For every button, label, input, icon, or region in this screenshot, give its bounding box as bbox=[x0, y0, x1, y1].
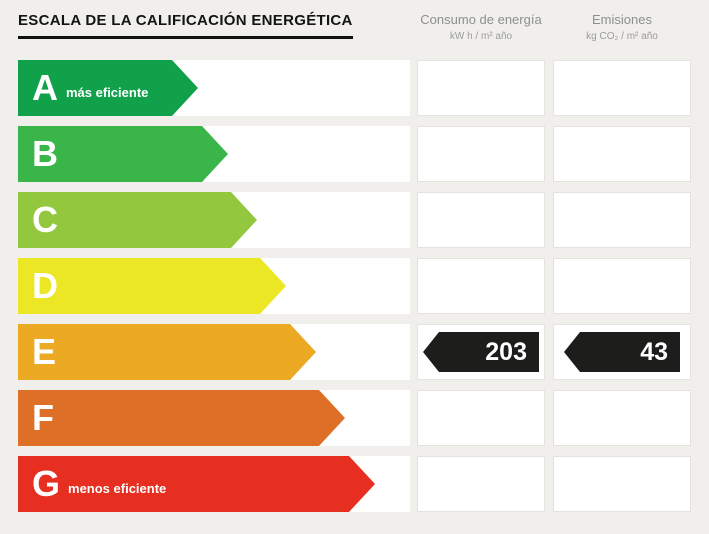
consumo-cell-d bbox=[417, 258, 545, 314]
rating-letter-c: C bbox=[32, 199, 58, 240]
rating-row-e: E 203 43 bbox=[18, 324, 691, 380]
consumo-column-header: Consumo de energía kW h / m² año bbox=[397, 12, 565, 42]
emisiones-label: Emisiones bbox=[592, 12, 652, 27]
rating-row-d: D bbox=[18, 258, 691, 314]
emisiones-cell-e: 43 bbox=[553, 324, 691, 380]
consumo-cell-g bbox=[417, 456, 545, 512]
rating-bar-c: C bbox=[18, 192, 257, 248]
rating-strip-b: B bbox=[18, 126, 410, 182]
rating-bar-b: B bbox=[18, 126, 228, 182]
consumo-cell-e: 203 bbox=[417, 324, 545, 380]
emisiones-unit: kg CO₂ / m² año bbox=[586, 31, 658, 42]
rating-strip-g: G menos eficiente bbox=[18, 456, 410, 512]
consumo-value-badge: 203 bbox=[423, 332, 539, 372]
emisiones-cell-d bbox=[553, 258, 691, 314]
rating-letter-d: D bbox=[32, 265, 58, 306]
consumo-value: 203 bbox=[485, 337, 527, 366]
emisiones-cell-b bbox=[553, 126, 691, 182]
rating-letter-f: F bbox=[32, 397, 54, 438]
emisiones-value: 43 bbox=[640, 337, 668, 366]
rating-bar-d: D bbox=[18, 258, 286, 314]
rating-letter-b: B bbox=[32, 133, 58, 174]
consumo-unit: kW h / m² año bbox=[449, 31, 513, 42]
consumo-cell-a bbox=[417, 60, 545, 116]
consumo-cell-f bbox=[417, 390, 545, 446]
emisiones-cell-a bbox=[553, 60, 691, 116]
rating-letter-a: A bbox=[32, 67, 58, 108]
rating-strip-a: A más eficiente bbox=[18, 60, 410, 116]
rating-scale: A más eficiente B C D bbox=[18, 60, 691, 522]
rating-letter-e: E bbox=[32, 331, 57, 372]
rating-note-a: más eficiente bbox=[66, 84, 149, 100]
rating-strip-d: D bbox=[18, 258, 410, 314]
emisiones-column-header: Emisiones kg CO₂ / m² año bbox=[553, 12, 691, 42]
rating-bar-e: E bbox=[18, 324, 316, 380]
emisiones-cell-g bbox=[553, 456, 691, 512]
rating-strip-c: C bbox=[18, 192, 410, 248]
rating-note-g: menos eficiente bbox=[68, 480, 167, 496]
rating-bar-g: G menos eficiente bbox=[18, 456, 375, 512]
consumo-cell-c bbox=[417, 192, 545, 248]
rating-row-g: G menos eficiente bbox=[18, 456, 691, 512]
rating-strip-e: E bbox=[18, 324, 410, 380]
rating-row-f: F bbox=[18, 390, 691, 446]
consumo-label: Consumo de energía bbox=[420, 12, 542, 27]
page-title: ESCALA DE LA CALIFICACIÓN ENERGÉTICA bbox=[18, 12, 353, 39]
emisiones-cell-f bbox=[553, 390, 691, 446]
rating-bar-f: F bbox=[18, 390, 345, 446]
emisiones-value-badge: 43 bbox=[564, 332, 680, 372]
rating-row-c: C bbox=[18, 192, 691, 248]
rating-row-b: B bbox=[18, 126, 691, 182]
emisiones-cell-c bbox=[553, 192, 691, 248]
rating-row-a: A más eficiente bbox=[18, 60, 691, 116]
rating-letter-g: G bbox=[32, 463, 61, 504]
consumo-cell-b bbox=[417, 126, 545, 182]
rating-bar-a: A más eficiente bbox=[18, 60, 198, 116]
rating-strip-f: F bbox=[18, 390, 410, 446]
